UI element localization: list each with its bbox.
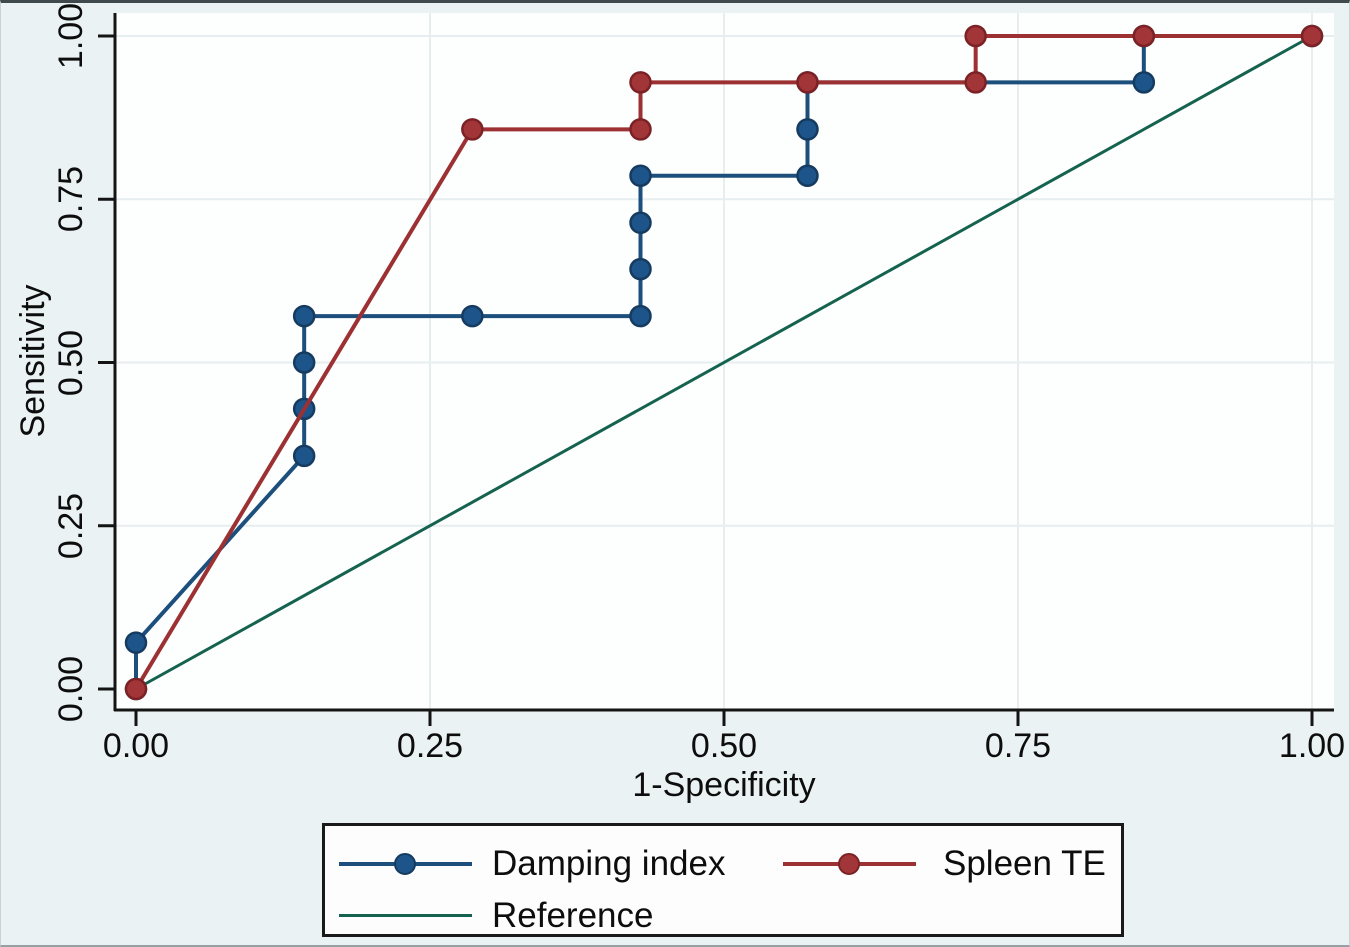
- x-tick-label-1.00: 1.00: [1278, 727, 1346, 765]
- data-point-marker: [629, 211, 652, 235]
- data-point-marker: [796, 164, 819, 187]
- data-point-marker: [629, 71, 652, 94]
- data-point-marker: [1132, 24, 1156, 48]
- data-point-marker: [461, 304, 484, 328]
- legend-sample-spleen-marker: [838, 853, 860, 875]
- legend-label-damping-index: Damping index: [492, 844, 726, 883]
- x-tick-label-0.75: 0.75: [984, 727, 1052, 765]
- data-point-marker: [629, 164, 652, 187]
- series-line: [135, 34, 1313, 691]
- data-point-marker: [461, 118, 484, 141]
- data-point-marker: [1132, 71, 1156, 94]
- data-point-marker: [964, 71, 987, 94]
- data-point-marker: [629, 118, 652, 141]
- data-point-marker: [124, 677, 148, 701]
- data-point-marker: [796, 118, 819, 141]
- x-axis-title: 1-Specificity: [632, 766, 816, 804]
- x-tick-label-0.50: 0.50: [690, 727, 758, 765]
- data-point-marker: [292, 444, 316, 468]
- legend-label-reference: Reference: [492, 896, 654, 935]
- y-tick-label-1.00: 1.00: [51, 2, 90, 70]
- legend-sample-reference-line: [339, 914, 472, 917]
- data-point-marker: [124, 631, 148, 654]
- series-reference: [135, 34, 1313, 691]
- series-spleen-te: [124, 24, 1324, 701]
- legend-sample-damping-marker: [394, 853, 416, 875]
- roc-plot: [98, 13, 1334, 726]
- data-point-marker: [1300, 24, 1324, 48]
- legend: Damping index Spleen TE Reference: [322, 823, 1124, 937]
- y-tick-label-0.25: 0.25: [51, 492, 90, 560]
- x-tick-label-0.00: 0.00: [102, 727, 170, 765]
- data-point-marker: [292, 304, 316, 328]
- data-point-marker: [796, 71, 819, 94]
- legend-label-spleen-te: Spleen TE: [943, 844, 1106, 883]
- data-point-marker: [629, 257, 652, 281]
- y-axis-title: Sensitivity: [13, 284, 52, 438]
- data-point-marker: [629, 304, 652, 328]
- x-tick-label-0.25: 0.25: [396, 727, 464, 765]
- data-point-marker: [964, 24, 987, 48]
- data-point-marker: [292, 351, 316, 374]
- y-tick-label-0.75: 0.75: [51, 165, 90, 233]
